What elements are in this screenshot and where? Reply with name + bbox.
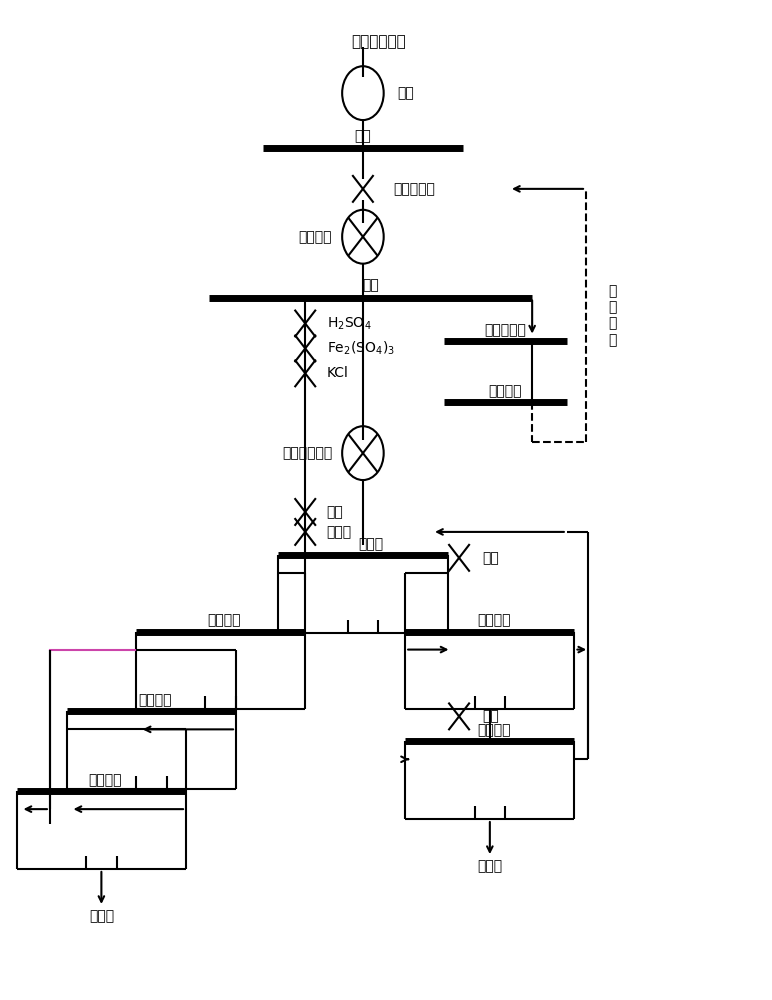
- Text: 煤油: 煤油: [482, 709, 499, 723]
- Text: 搅拌脱药: 搅拌脱药: [299, 230, 332, 244]
- Text: 煤油: 煤油: [482, 551, 499, 565]
- Text: 隔筛: 隔筛: [362, 279, 379, 293]
- Text: 钼精选一: 钼精选一: [208, 614, 241, 628]
- Text: 钼硫混合精矿: 钼硫混合精矿: [351, 34, 405, 49]
- Text: KCl: KCl: [327, 366, 349, 380]
- Text: 活性炭颗粒: 活性炭颗粒: [484, 323, 527, 337]
- Text: 钼精矿: 钼精矿: [89, 909, 114, 923]
- Text: 调浆: 调浆: [354, 129, 371, 143]
- Text: 钼精选二: 钼精选二: [138, 693, 172, 707]
- Text: 循
环
利
用: 循 环 利 用: [609, 284, 617, 347]
- Text: 二号油: 二号油: [327, 525, 352, 539]
- Text: 清水漂洗: 清水漂洗: [489, 384, 522, 398]
- Text: 钼扫选二: 钼扫选二: [477, 723, 510, 737]
- Text: 硫精矿: 硫精矿: [477, 859, 503, 873]
- Text: 钼精选三: 钼精选三: [89, 773, 122, 787]
- Text: 活性炭颗粒: 活性炭颗粒: [394, 182, 435, 196]
- Text: 煤油: 煤油: [327, 505, 344, 519]
- Text: 钼粗选: 钼粗选: [358, 537, 383, 551]
- Text: 磨矿: 磨矿: [398, 86, 415, 100]
- Text: 钼扫选一: 钼扫选一: [477, 614, 510, 628]
- Text: H$_2$SO$_4$: H$_2$SO$_4$: [327, 315, 371, 332]
- Text: Fe$_2$(SO$_4$)$_3$: Fe$_2$(SO$_4$)$_3$: [327, 340, 394, 357]
- Text: 充气搅拌钝化: 充气搅拌钝化: [282, 446, 332, 460]
